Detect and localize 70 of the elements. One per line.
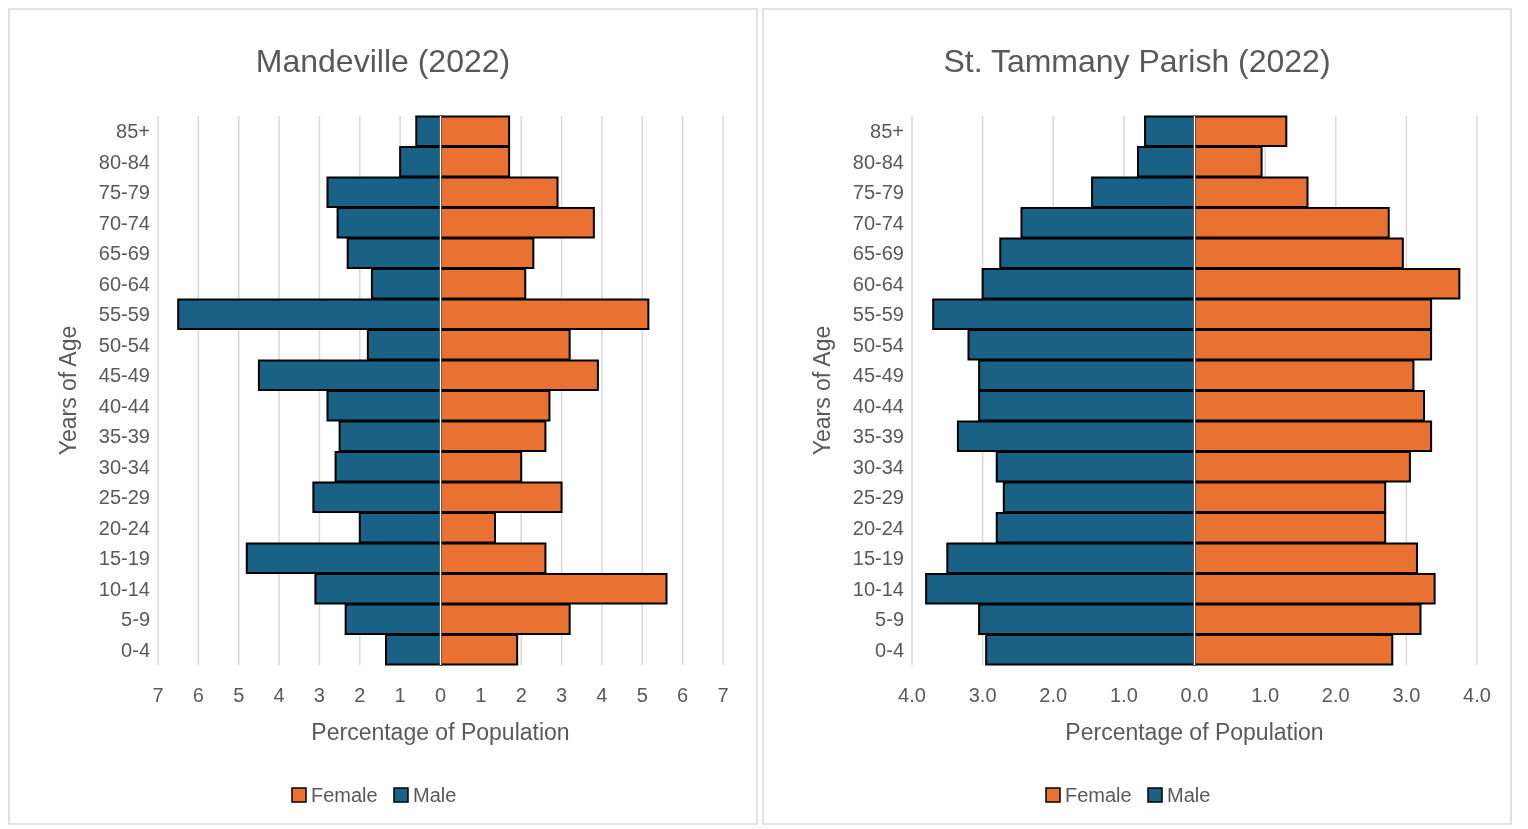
legend-label: Male	[1167, 784, 1211, 806]
x-axis-title: Percentage of Population	[311, 719, 570, 745]
y-tick-label: 25-29	[98, 486, 150, 509]
y-tick-label: 80-84	[852, 150, 904, 173]
x-tick-label: 4.0	[1463, 684, 1491, 706]
y-tick-label: 5-9	[875, 608, 904, 631]
y-tick-label: 20-24	[98, 516, 150, 539]
x-tick-label: 1	[475, 684, 487, 706]
y-tick-label: 65-69	[98, 242, 150, 265]
x-tick-label: 3	[313, 684, 325, 706]
y-tick-label: 0-4	[875, 638, 904, 661]
x-tick-label: 3.0	[1392, 684, 1421, 706]
chart-title: Mandeville (2022)	[255, 43, 511, 79]
x-tick-label: 1	[394, 684, 406, 706]
x-tick-label: 5	[233, 684, 245, 706]
y-tick-label: 25-29	[852, 486, 904, 509]
x-tick-label: 2	[354, 684, 366, 706]
x-tick-label: 2.0	[1321, 684, 1350, 706]
y-tick-label: 10-14	[852, 577, 904, 600]
y-tick-label: 10-14	[98, 577, 150, 600]
y-tick-label: 65-69	[852, 242, 904, 265]
y-tick-label: 45-49	[852, 364, 904, 387]
y-tick-label: 35-39	[98, 425, 150, 448]
y-axis-title: Years of Age	[55, 325, 81, 456]
y-tick-label: 15-19	[852, 547, 904, 570]
y-tick-label: 60-64	[852, 272, 904, 295]
x-tick-label: 7	[152, 684, 164, 706]
x-tick-label: 5	[636, 684, 648, 706]
x-tick-label: 4	[596, 684, 608, 706]
y-tick-label: 30-34	[852, 455, 904, 478]
y-tick-label: 15-19	[98, 547, 150, 570]
x-axis-title: Percentage of Population	[1065, 719, 1324, 745]
x-tick-label: 3.0	[968, 684, 997, 706]
y-tick-label: 40-44	[98, 394, 150, 417]
y-tick-label: 35-39	[852, 425, 904, 448]
x-tick-label: 6	[192, 684, 204, 706]
y-tick-label: 60-64	[98, 272, 150, 295]
y-tick-label: 50-54	[98, 333, 150, 356]
y-tick-label: 30-34	[98, 455, 150, 478]
x-tick-label: 4.0	[898, 684, 926, 706]
x-tick-label: 4	[273, 684, 285, 706]
legend-label: Male	[413, 784, 457, 806]
y-tick-label: 55-59	[98, 303, 150, 326]
x-tick-label: 1.0	[1251, 684, 1280, 706]
y-tick-label: 75-79	[98, 181, 150, 204]
y-tick-label: 85+	[870, 120, 904, 143]
y-tick-label: 0-4	[121, 638, 150, 661]
x-tick-label: 3	[556, 684, 568, 706]
y-axis-title: Years of Age	[809, 325, 835, 456]
legend-label: Female	[311, 784, 378, 806]
y-tick-label: 20-24	[852, 516, 904, 539]
x-tick-label: 7	[717, 684, 729, 706]
x-tick-label: 6	[677, 684, 689, 706]
y-tick-label: 5-9	[121, 608, 150, 631]
y-tick-label: 85+	[116, 120, 150, 143]
y-tick-label: 50-54	[852, 333, 904, 356]
x-tick-label: 0.0	[1180, 684, 1209, 706]
y-tick-label: 40-44	[852, 394, 904, 417]
chart-title: St. Tammany Parish (2022)	[943, 43, 1331, 79]
y-tick-label: 55-59	[852, 303, 904, 326]
y-tick-label: 75-79	[852, 181, 904, 204]
x-tick-label: 2	[515, 684, 527, 706]
x-tick-label: 2.0	[1039, 684, 1068, 706]
y-tick-label: 70-74	[852, 211, 904, 234]
y-tick-label: 45-49	[98, 364, 150, 387]
x-tick-label: 1.0	[1109, 684, 1138, 706]
legend-label: Female	[1065, 784, 1132, 806]
x-tick-label: 0	[434, 684, 447, 706]
y-tick-label: 70-74	[98, 211, 150, 234]
y-tick-label: 80-84	[98, 150, 150, 173]
